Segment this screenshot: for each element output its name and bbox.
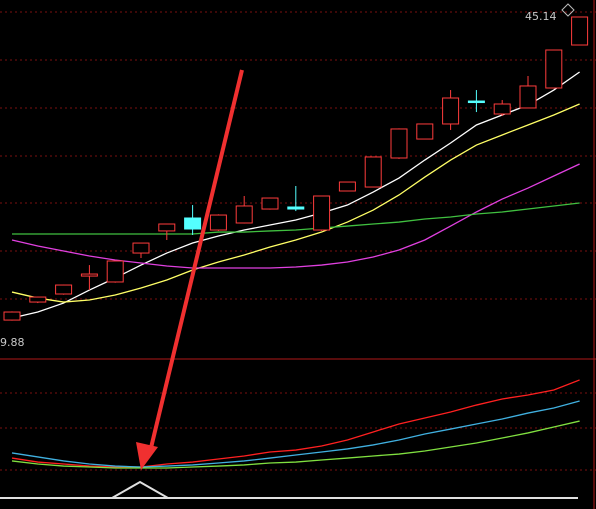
candle-body <box>55 284 73 295</box>
line-series <box>11 163 580 269</box>
candle-body <box>467 100 485 104</box>
candle-body <box>416 123 434 140</box>
candle-body <box>545 49 563 89</box>
candle-body <box>493 103 511 115</box>
candle-body <box>80 273 98 277</box>
line-series <box>11 420 580 469</box>
line-series <box>11 71 580 319</box>
candle-body <box>29 296 47 303</box>
line-series <box>11 379 580 468</box>
candle-body <box>184 217 202 230</box>
candle-body <box>3 311 21 321</box>
signal-marker <box>111 480 169 499</box>
line-series <box>11 103 580 303</box>
candle-body <box>390 128 408 159</box>
plot <box>3 16 589 469</box>
candle-body <box>571 16 589 46</box>
candle-body <box>313 195 331 231</box>
icon <box>561 3 575 17</box>
candle-body <box>235 205 253 224</box>
candle-body <box>364 156 382 188</box>
candle-body <box>158 223 176 232</box>
candle-body <box>287 206 305 210</box>
line-series <box>12 202 580 235</box>
low-label: 9.88 <box>0 336 25 349</box>
candle-body <box>209 214 227 231</box>
high-label: 45.14 <box>525 10 557 23</box>
candle-body <box>338 181 356 192</box>
annotation-arrowhead <box>136 442 158 470</box>
candle-body <box>106 260 124 283</box>
line-series <box>11 400 580 468</box>
candle-body <box>261 197 279 210</box>
candle-body <box>132 242 150 254</box>
candle-body <box>442 97 460 125</box>
annotation-arrow <box>148 69 244 453</box>
candle-body <box>519 85 537 109</box>
